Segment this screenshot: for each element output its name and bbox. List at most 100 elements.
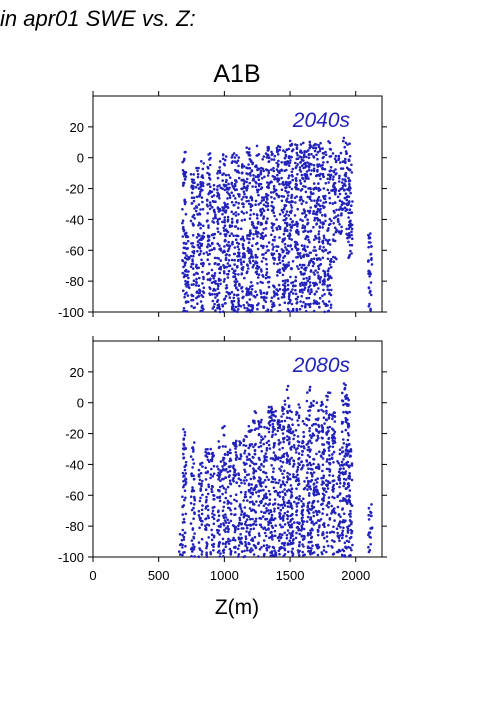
scatter-point [240, 210, 244, 213]
scatter-point [236, 245, 240, 248]
scatter-point [182, 241, 186, 245]
scatter-point [280, 503, 284, 507]
scatter-point [196, 243, 200, 247]
scatter-point [336, 460, 339, 463]
scatter-point [208, 278, 212, 282]
scatter-point [185, 310, 189, 313]
scatter-point [343, 145, 347, 149]
scatter-point [330, 545, 333, 548]
scatter-point [282, 207, 286, 211]
scatter-point [263, 511, 267, 515]
scatter-point [198, 276, 201, 280]
scatter-point [279, 469, 283, 472]
scatter-point [254, 165, 257, 168]
scatter-point [290, 504, 293, 508]
scatter-point [319, 276, 323, 279]
scatter-point [256, 231, 260, 234]
scatter-point [239, 261, 243, 264]
scatter-point [269, 308, 273, 312]
scatter-point [281, 480, 285, 483]
scatter-point [208, 244, 212, 248]
scatter-point [246, 151, 250, 155]
scatter-point [192, 462, 196, 465]
scatter-point [212, 194, 216, 197]
scatter-point [312, 511, 315, 514]
scatter-point [198, 516, 201, 519]
scatter-point [192, 279, 196, 283]
scatter-point [286, 194, 290, 197]
scatter-point [343, 196, 347, 200]
scatter-point [234, 277, 238, 281]
scatter-point [213, 302, 216, 306]
scatter-point [262, 504, 266, 508]
scatter-point [316, 163, 319, 166]
scatter-point [297, 414, 301, 418]
scatter-point [326, 229, 329, 232]
scatter-point [256, 307, 259, 311]
scatter-point [251, 539, 255, 542]
scatter-point [326, 310, 330, 313]
scatter-point [237, 477, 241, 480]
scatter-point [367, 286, 371, 290]
scatter-point [232, 546, 236, 549]
scatter-point [315, 290, 318, 293]
scatter-point [292, 437, 295, 441]
scatter-point [310, 472, 313, 475]
scatter-point [244, 540, 247, 544]
scatter-point [313, 218, 316, 222]
scatter-point [267, 521, 271, 524]
scatter-point [346, 438, 350, 442]
scatter-point [308, 385, 312, 389]
scatter-point [298, 252, 302, 255]
scatter-point [199, 182, 202, 186]
scatter-point [217, 544, 221, 547]
scatter-point [273, 478, 277, 481]
scatter-point [273, 419, 276, 422]
scatter-point [286, 529, 290, 532]
scatter-point [218, 541, 221, 545]
scatter-point [267, 160, 271, 163]
scatter-point [271, 430, 275, 434]
scatter-point [266, 217, 269, 220]
scatter-point [312, 399, 316, 403]
scatter-point [267, 285, 271, 289]
scatter-point [200, 196, 204, 199]
scatter-point [237, 164, 240, 168]
scatter-point [348, 243, 352, 247]
scatter-point [330, 456, 334, 460]
scatter-point [273, 498, 277, 501]
scatter-point [253, 443, 257, 447]
scatter-point [230, 258, 234, 262]
scatter-point [187, 255, 190, 259]
scatter-point [322, 246, 325, 249]
scatter-point [291, 423, 294, 427]
scatter-point [295, 298, 299, 301]
scatter-point [331, 202, 335, 205]
scatter-point [241, 290, 244, 293]
scatter-point [283, 281, 287, 285]
scatter-point [346, 452, 350, 456]
scatter-point [199, 471, 203, 475]
scatter-point [197, 203, 201, 206]
scatter-point [299, 300, 302, 303]
scatter-point [248, 542, 251, 546]
scatter-point [282, 407, 286, 411]
scatter-point [231, 267, 234, 271]
scatter-point [233, 530, 237, 534]
scatter-point [266, 208, 270, 211]
scatter-point [193, 532, 196, 535]
scatter-point [202, 277, 205, 281]
scatter-point [341, 167, 345, 170]
scatter-point [196, 240, 200, 243]
scatter-point [321, 256, 325, 260]
scatter-point [370, 257, 373, 260]
scatter-point [326, 398, 329, 402]
scatter-point [309, 487, 313, 491]
scatter-point [309, 518, 313, 521]
scatter-point [337, 461, 340, 465]
scatter-point [318, 524, 321, 527]
scatter-point [210, 195, 214, 198]
scatter-point [326, 269, 330, 273]
scatter-point [183, 468, 187, 472]
scatter-point [210, 459, 214, 463]
